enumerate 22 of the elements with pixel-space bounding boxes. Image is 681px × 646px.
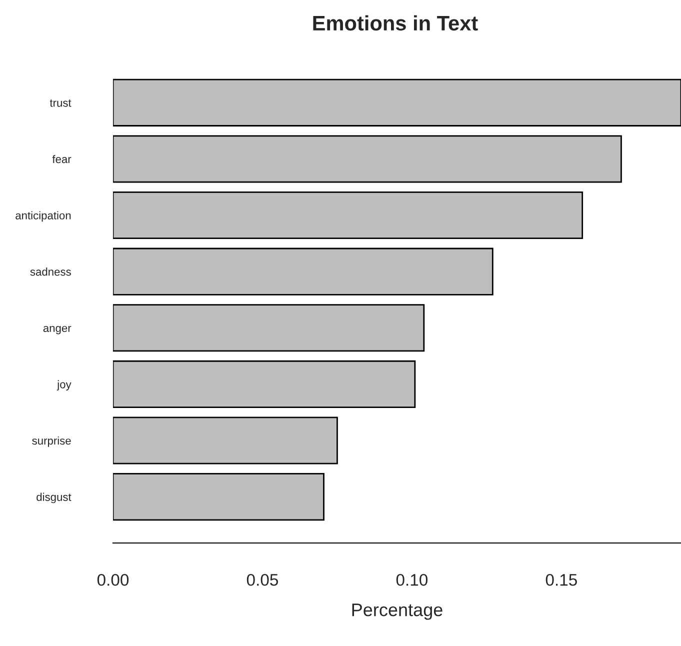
y-tick-label: sadness: [30, 268, 71, 276]
y-tick-label: joy: [56, 380, 72, 391]
bar: [113, 78, 681, 126]
x-tick-label: 0.05: [246, 574, 278, 586]
y-tick-label: disgust: [36, 492, 72, 504]
y-tick-label: fear: [52, 154, 72, 164]
y-tick-label: anticipation: [16, 211, 71, 222]
bar: [113, 248, 494, 296]
bar: [113, 416, 338, 464]
bar: [113, 360, 416, 408]
x-tick-label: 0.15: [546, 574, 577, 586]
y-tick-label: trust: [50, 100, 72, 107]
bar: [113, 135, 622, 183]
chart-title: Emotions in Text: [313, 15, 478, 31]
x-tick-label: 0.10: [396, 574, 428, 586]
y-tick-label: anger: [43, 326, 72, 334]
bar: [113, 304, 425, 352]
bar: [113, 191, 584, 240]
x-axis-title: Percentage: [352, 604, 442, 620]
x-tick-label: 0.00: [97, 574, 129, 586]
bar: [113, 473, 324, 521]
y-tick-label: surprise: [32, 436, 71, 447]
